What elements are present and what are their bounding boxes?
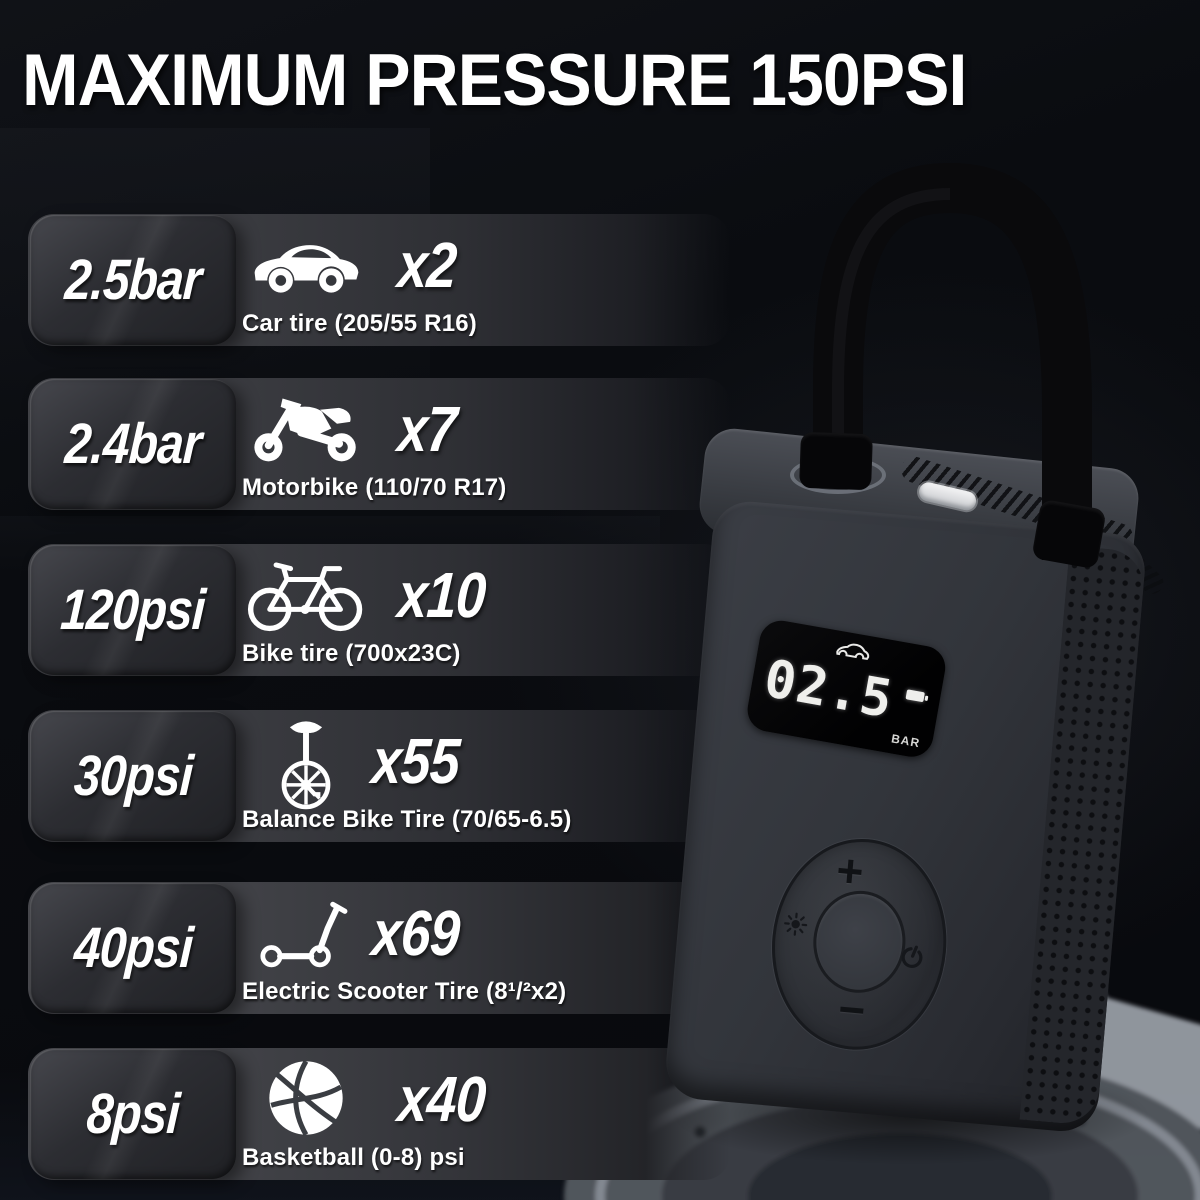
pressure-reading: 02.5 (759, 648, 898, 731)
hose-collar-right (1031, 498, 1107, 570)
power-icon (892, 939, 931, 980)
pressure-value: 2.5bar (63, 248, 203, 312)
bicycle-icon (240, 550, 372, 638)
battery-icon (905, 689, 925, 703)
car-icon (240, 220, 372, 308)
pressure-badge: 2.5bar (30, 215, 236, 345)
device-body: 02.5 BAR + − (660, 425, 1184, 1200)
pressure-badge: 2.4bar (30, 379, 236, 509)
spec-row-bike: 120psi Bike tire (700x23C) x10 (0, 544, 760, 676)
pressure-value: 120psi (59, 578, 207, 642)
row-caption: Car tire (205/55 R16) (242, 310, 477, 337)
row-caption: Bike tire (700x23C) (242, 640, 461, 667)
pressure-unit: BAR (890, 731, 922, 751)
unicycle-icon (240, 716, 372, 810)
pressure-badge: 40psi (30, 883, 236, 1013)
pressure-value: 2.4bar (63, 412, 203, 476)
spec-row-basketball: 8psi Basketball (0-8) psi x40 (0, 1048, 760, 1180)
row-caption: Motorbike (110/70 R17) (242, 474, 507, 501)
motorbike-icon (240, 384, 372, 472)
pressure-value: 30psi (71, 744, 194, 808)
pressure-badge: 30psi (30, 711, 236, 841)
electric-scooter-icon (240, 888, 372, 976)
row-multiplier: x69 (369, 897, 462, 969)
page-title: MAXIMUM PRESSURE 150PSI (22, 40, 967, 121)
row-caption: Balance Bike Tire (70/65-6.5) (242, 806, 572, 833)
pressure-value: 8psi (84, 1082, 182, 1146)
decrease-button: − (836, 982, 868, 1037)
spec-row-car: 2.5bar Car tire (205/55 R16) x2 (0, 214, 760, 346)
row-caption: Electric Scooter Tire (8¹/²x2) (242, 978, 567, 1005)
spec-row-balance-bike: 30psi Balance Bike Tire (70/65-6.5) x55 (0, 710, 760, 842)
row-multiplier: x55 (369, 725, 462, 797)
spec-row-scooter: 40psi Electric Scooter Tire (8¹/²x2) x69 (0, 882, 760, 1014)
pressure-value: 40psi (71, 916, 194, 980)
spec-row-motorbike: 2.4bar Motorbike (110/70 R17) x7 (0, 378, 760, 510)
basketball-icon (240, 1054, 372, 1142)
row-multiplier: x10 (395, 559, 488, 631)
row-multiplier: x2 (395, 229, 459, 301)
row-multiplier: x7 (395, 393, 459, 465)
increase-button: + (834, 843, 866, 898)
row-multiplier: x40 (395, 1063, 488, 1135)
car-mode-icon (831, 637, 873, 670)
brightness-icon (781, 910, 810, 943)
hose-collar-left (799, 431, 873, 491)
pressure-display: 02.5 BAR (744, 617, 949, 761)
air-hose (813, 162, 1092, 560)
air-pump-device: 02.5 BAR + − (630, 140, 1200, 1200)
pressure-badge: 120psi (30, 545, 236, 675)
row-caption: Basketball (0-8) psi (242, 1144, 465, 1171)
pressure-badge: 8psi (30, 1049, 236, 1179)
